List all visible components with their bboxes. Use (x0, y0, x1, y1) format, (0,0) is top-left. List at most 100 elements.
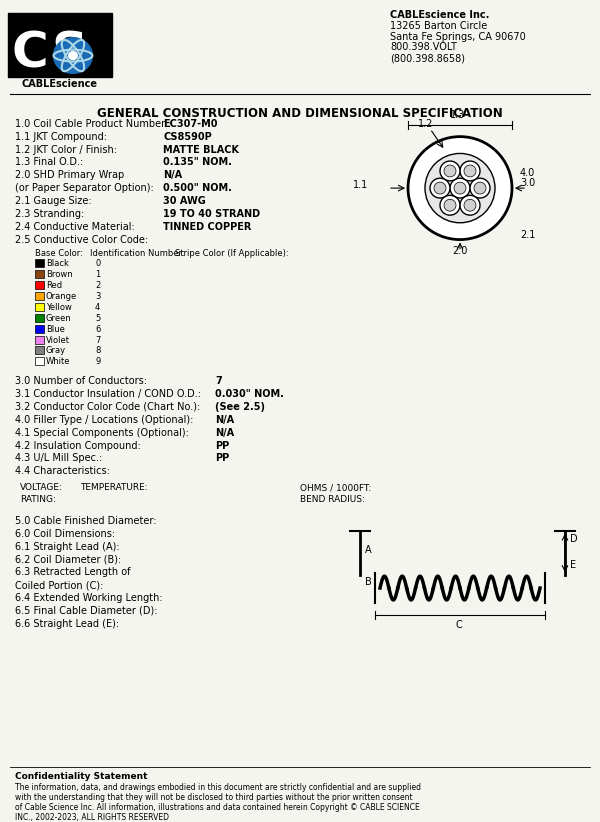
Text: 2.0 SHD Primary Wrap: 2.0 SHD Primary Wrap (15, 170, 124, 180)
Circle shape (408, 136, 512, 239)
Text: 4.4 Characteristics:: 4.4 Characteristics: (15, 466, 110, 476)
Text: C: C (11, 30, 48, 78)
Bar (35, 358, 44, 365)
Text: 800.398.VOLT: 800.398.VOLT (390, 43, 457, 53)
Text: Red: Red (46, 281, 62, 290)
Text: 2.3 Stranding:: 2.3 Stranding: (15, 209, 84, 219)
Text: 8: 8 (95, 347, 100, 355)
Text: CABLEscience: CABLEscience (22, 79, 98, 90)
Text: 1.2 JKT Color / Finish:: 1.2 JKT Color / Finish: (15, 145, 117, 155)
Text: C: C (455, 620, 462, 630)
Text: E: E (570, 561, 576, 570)
Text: 6.2 Coil Diameter (B):: 6.2 Coil Diameter (B): (15, 554, 121, 565)
Text: D: D (570, 533, 578, 543)
Text: CS8590P: CS8590P (163, 132, 212, 141)
Text: 1.1: 1.1 (353, 180, 368, 190)
Text: PP: PP (215, 441, 229, 450)
Text: VOLTAGE:: VOLTAGE: (20, 483, 63, 492)
Text: 0.135" NOM.: 0.135" NOM. (163, 157, 232, 168)
Text: 1.2: 1.2 (418, 118, 433, 129)
Text: 5: 5 (95, 314, 100, 323)
Text: 2.1 Gauge Size:: 2.1 Gauge Size: (15, 196, 92, 206)
Circle shape (460, 196, 480, 215)
Text: CABLEscience Inc.: CABLEscience Inc. (390, 10, 490, 20)
Circle shape (68, 52, 77, 59)
Circle shape (464, 165, 476, 177)
Text: 2.4 Conductive Material:: 2.4 Conductive Material: (15, 222, 135, 232)
Text: The information, data, and drawings embodied in this document are strictly confi: The information, data, and drawings embo… (15, 783, 421, 792)
Text: 5.0 Cable Finished Diameter:: 5.0 Cable Finished Diameter: (15, 515, 157, 526)
Text: 4.2 Insulation Compound:: 4.2 Insulation Compound: (15, 441, 141, 450)
Text: 0.030" NOM.: 0.030" NOM. (215, 389, 284, 399)
Text: Santa Fe Springs, CA 90670: Santa Fe Springs, CA 90670 (390, 31, 526, 42)
Bar (35, 303, 44, 311)
Circle shape (444, 165, 456, 177)
Text: 2.0: 2.0 (452, 247, 467, 256)
Bar (35, 292, 44, 300)
Bar (35, 335, 44, 344)
Text: A: A (365, 546, 371, 556)
Text: 9: 9 (95, 358, 100, 367)
Text: 4: 4 (95, 303, 100, 312)
Bar (35, 325, 44, 333)
Text: 7: 7 (215, 376, 222, 386)
Text: 7: 7 (95, 335, 100, 344)
Text: S: S (52, 30, 88, 78)
Text: Gray: Gray (46, 347, 66, 355)
Text: 13265 Barton Circle: 13265 Barton Circle (390, 21, 487, 30)
Circle shape (460, 161, 480, 181)
Text: 1.1 JKT Compound:: 1.1 JKT Compound: (15, 132, 107, 141)
Bar (35, 347, 44, 354)
Text: 6.0 Coil Dimensions:: 6.0 Coil Dimensions: (15, 529, 115, 538)
Text: 3.0: 3.0 (520, 178, 535, 188)
Bar (35, 270, 44, 278)
Text: Yellow: Yellow (46, 303, 72, 312)
Text: 3.1 Conductor Insulation / COND O.D.:: 3.1 Conductor Insulation / COND O.D.: (15, 389, 201, 399)
Text: N/A: N/A (163, 170, 182, 180)
Circle shape (430, 178, 450, 198)
Text: 6.4 Extended Working Length:: 6.4 Extended Working Length: (15, 593, 163, 603)
Text: Brown: Brown (46, 270, 73, 279)
Text: 6: 6 (95, 325, 100, 334)
Text: 0.500" NOM.: 0.500" NOM. (163, 183, 232, 193)
Text: RATING:: RATING: (20, 495, 56, 504)
Circle shape (440, 196, 460, 215)
Text: Stripe Color (If Applicable):: Stripe Color (If Applicable): (175, 249, 289, 258)
Circle shape (434, 182, 446, 194)
Circle shape (53, 38, 92, 73)
Text: 6.5 Final Cable Diameter (D):: 6.5 Final Cable Diameter (D): (15, 606, 157, 616)
Text: 6.1 Straight Lead (A):: 6.1 Straight Lead (A): (15, 542, 119, 552)
Circle shape (454, 182, 466, 194)
Bar (35, 281, 44, 289)
Text: 1.3: 1.3 (450, 110, 465, 120)
Text: 3: 3 (95, 292, 100, 301)
Bar (35, 260, 44, 267)
Circle shape (440, 161, 460, 181)
Text: 4.1 Special Components (Optional):: 4.1 Special Components (Optional): (15, 427, 189, 437)
Text: Confidentiality Statement: Confidentiality Statement (15, 772, 148, 781)
Text: B: B (365, 577, 372, 587)
Text: 1: 1 (95, 270, 100, 279)
Text: 2: 2 (95, 281, 100, 290)
Text: Base Color:: Base Color: (35, 249, 83, 258)
Circle shape (470, 178, 490, 198)
Text: 3.0 Number of Conductors:: 3.0 Number of Conductors: (15, 376, 147, 386)
Text: Violet: Violet (46, 335, 70, 344)
Circle shape (425, 154, 495, 223)
Text: Orange: Orange (46, 292, 77, 301)
Text: 30 AWG: 30 AWG (163, 196, 206, 206)
Text: N/A: N/A (215, 427, 234, 437)
Text: White: White (46, 358, 71, 367)
Text: TEMPERATURE:: TEMPERATURE: (80, 483, 148, 492)
Text: N/A: N/A (215, 415, 234, 425)
Text: 4.3 U/L Mill Spec.:: 4.3 U/L Mill Spec.: (15, 454, 102, 464)
Text: 4.0 Filler Type / Locations (Optional):: 4.0 Filler Type / Locations (Optional): (15, 415, 193, 425)
Text: Blue: Blue (46, 325, 65, 334)
Text: 3.2 Conductor Color Code (Chart No.):: 3.2 Conductor Color Code (Chart No.): (15, 402, 200, 412)
Text: (or Paper Separator Option):: (or Paper Separator Option): (15, 183, 154, 193)
Text: 1.3 Final O.D.:: 1.3 Final O.D.: (15, 157, 83, 168)
Text: Green: Green (46, 314, 72, 323)
Text: GENERAL CONSTRUCTION AND DIMENSIONAL SPECIFICATION: GENERAL CONSTRUCTION AND DIMENSIONAL SPE… (97, 107, 503, 120)
Circle shape (450, 178, 470, 198)
Text: 2.1: 2.1 (520, 229, 535, 240)
